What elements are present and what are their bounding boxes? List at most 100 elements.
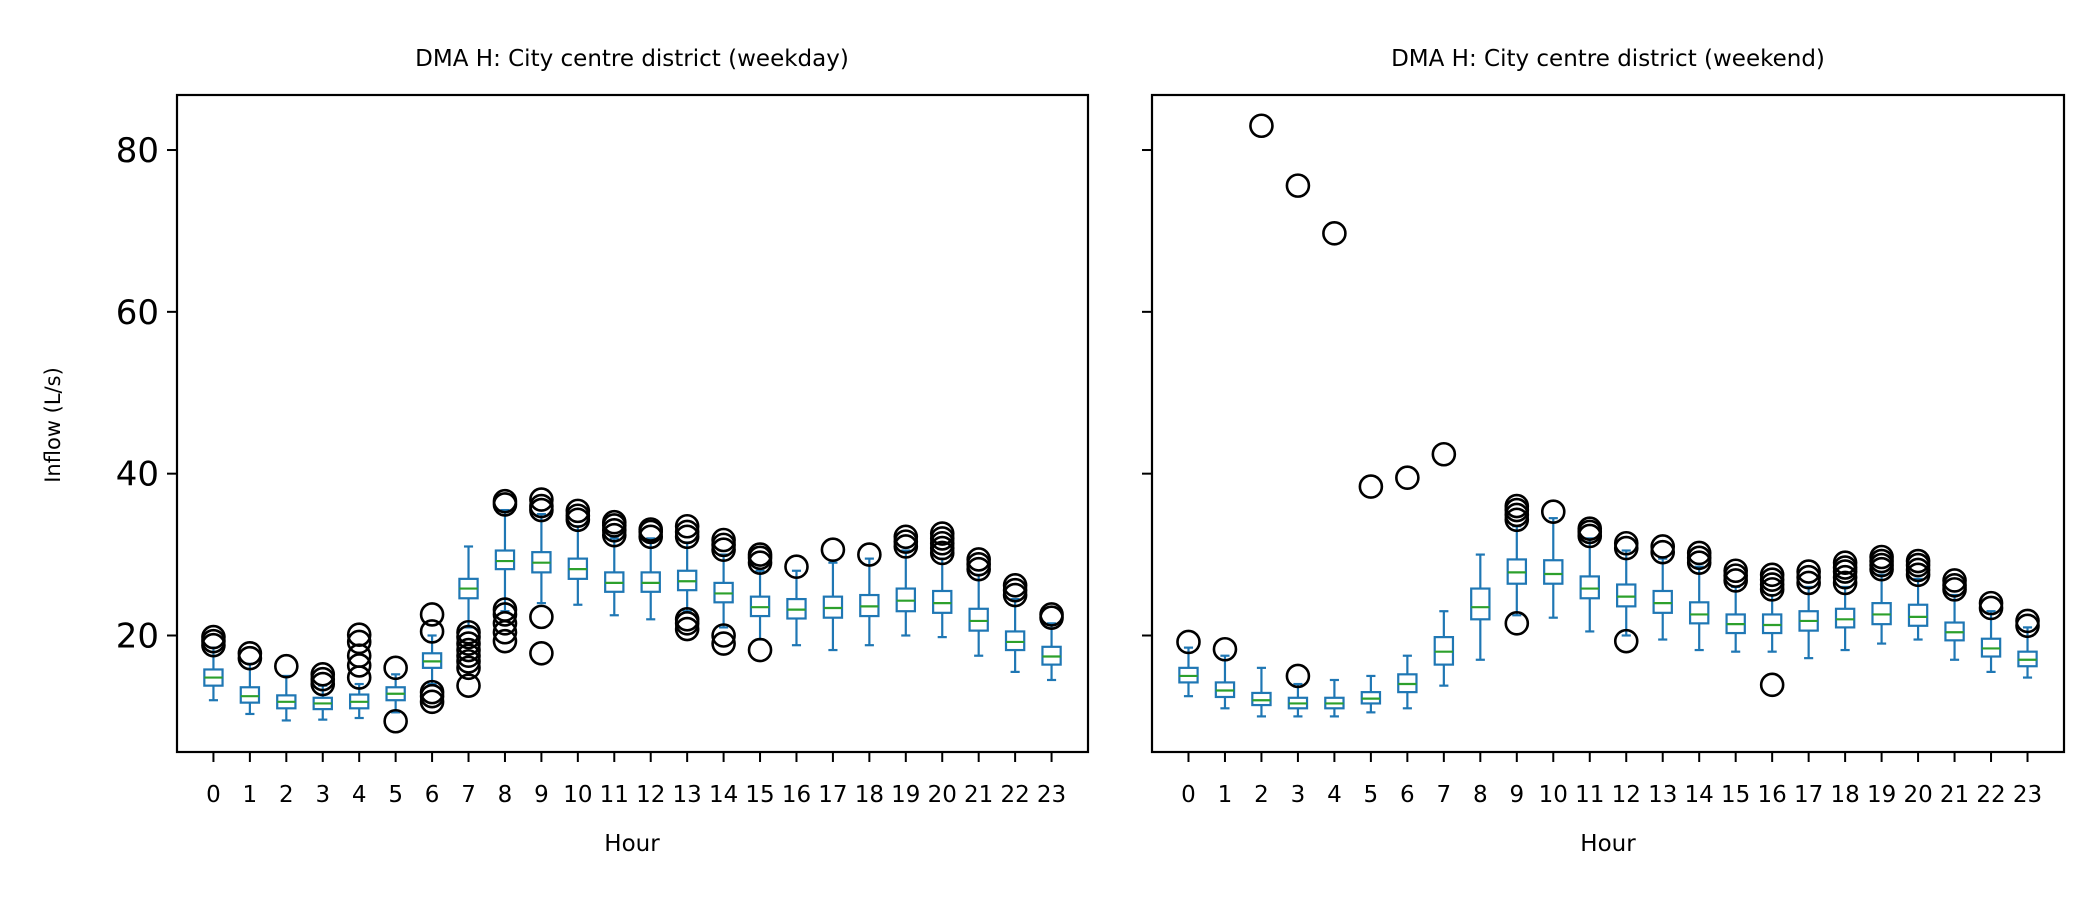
box-hour-23: [2015, 608, 2040, 679]
x-tick-label: 23: [1037, 782, 1066, 808]
x-tick-label: 6: [1400, 782, 1415, 808]
interquartile-box: [968, 607, 989, 632]
interquartile-box: [1616, 583, 1637, 608]
box-hour-0: [201, 624, 226, 702]
x-tick-label: 0: [1181, 782, 1196, 808]
outlier-point: [310, 662, 336, 687]
box-plot-series: [1176, 113, 2040, 718]
x-tick-label: 22: [1000, 782, 1029, 808]
outlier-point: [1431, 441, 1457, 467]
outlier-point: [346, 629, 372, 655]
box-hour-17: [820, 537, 846, 652]
outlier-point: [1832, 550, 1858, 575]
outlier-point: [201, 624, 226, 650]
outlier-point: [1686, 540, 1712, 566]
outlier-point: [929, 521, 955, 546]
x-tick-label: 13: [1648, 782, 1677, 808]
outlier-point: [1905, 548, 1931, 574]
box-hour-6: [419, 602, 445, 715]
outlier-point: [1577, 516, 1603, 541]
outlier-point: [1613, 530, 1639, 556]
box-hour-1: [237, 640, 263, 716]
x-tick-label: 12: [636, 782, 665, 808]
interquartile-box: [1579, 575, 1600, 600]
box-hour-10: [1540, 499, 1566, 619]
outlier-point: [1650, 534, 1676, 559]
box-hour-19: [1869, 544, 1894, 645]
x-tick-label: 9: [534, 782, 549, 808]
x-tick-label: 8: [1473, 782, 1488, 808]
x-tick-label: 22: [1976, 782, 2005, 808]
box-hour-6: [1395, 465, 1420, 710]
outlier-point: [492, 628, 518, 654]
x-tick-label: 15: [745, 782, 774, 808]
outlier-point: [820, 537, 846, 563]
outlier-point: [492, 597, 518, 622]
outlier-point: [1869, 544, 1894, 570]
box-hour-10: [565, 498, 591, 606]
panel-weekend: DMA H: City centre district (weekend) Ho…: [1142, 46, 2066, 857]
box-hour-21: [1942, 568, 1967, 661]
box-hour-18: [857, 542, 882, 647]
outlier-point: [1285, 173, 1311, 198]
outlier-point: [1504, 611, 1530, 636]
outlier-point: [857, 542, 882, 567]
x-tick-label: 18: [1830, 782, 1859, 808]
plot-area-frame: [175, 93, 1090, 754]
interquartile-box: [932, 589, 953, 614]
x-tick-label: 21: [964, 782, 993, 808]
box-hour-8: [492, 488, 518, 654]
panel-title: DMA H: City centre district (weekend): [1391, 46, 1825, 72]
outlier-point: [529, 604, 554, 630]
outlier-point: [1176, 629, 1201, 655]
x-tick-label: 18: [855, 782, 884, 808]
box-hour-8: [1470, 553, 1491, 661]
x-tick-label: 7: [1437, 782, 1452, 808]
box-hour-3: [310, 662, 336, 721]
interquartile-box: [494, 549, 516, 571]
box-hour-23: [1039, 602, 1064, 682]
x-tick-label: 5: [1364, 782, 1379, 808]
outlier-point: [1039, 602, 1064, 627]
box-hour-3: [1285, 173, 1311, 718]
box-hour-2: [274, 653, 299, 722]
box-hour-16: [1759, 562, 1785, 698]
panel-title: DMA H: City centre district (weekday): [415, 46, 849, 72]
outlier-point: [1504, 493, 1530, 519]
box-hour-5: [1358, 474, 1384, 714]
box-hour-5: [383, 655, 408, 734]
x-axis-label: Hour: [1580, 831, 1636, 857]
x-tick-label: 2: [279, 782, 294, 808]
outlier-point: [2015, 608, 2040, 634]
outlier-point: [1723, 558, 1748, 584]
outlier-point: [529, 487, 554, 512]
outlier-point: [711, 527, 736, 553]
outlier-point: [1395, 465, 1420, 491]
outlier-point: [529, 493, 554, 519]
outlier-point: [419, 619, 445, 644]
x-tick-label: 20: [928, 782, 957, 808]
x-tick-label: 19: [1867, 782, 1896, 808]
box-hour-13: [1650, 534, 1676, 641]
outlier-point: [419, 602, 445, 627]
box-hour-12: [638, 517, 664, 621]
x-tick-label: 9: [1509, 782, 1524, 808]
interquartile-box: [1652, 589, 1673, 614]
x-tick-label: 4: [1327, 782, 1342, 808]
box-hour-19: [893, 524, 919, 637]
outlier-point: [1212, 636, 1238, 662]
box-hour-9: [529, 487, 554, 666]
box-hour-9: [1504, 493, 1530, 636]
outlier-point: [419, 679, 445, 705]
x-tick-label: 14: [1685, 782, 1714, 808]
x-tick-label: 23: [2013, 782, 2042, 808]
box-hour-17: [1796, 559, 1821, 660]
outlier-point: [1832, 564, 1858, 590]
outlier-point: [1358, 474, 1384, 499]
y-tick-label: 20: [116, 616, 159, 656]
outlier-point: [747, 637, 773, 663]
box-hour-21: [966, 547, 991, 657]
x-tick-label: 10: [563, 782, 592, 808]
